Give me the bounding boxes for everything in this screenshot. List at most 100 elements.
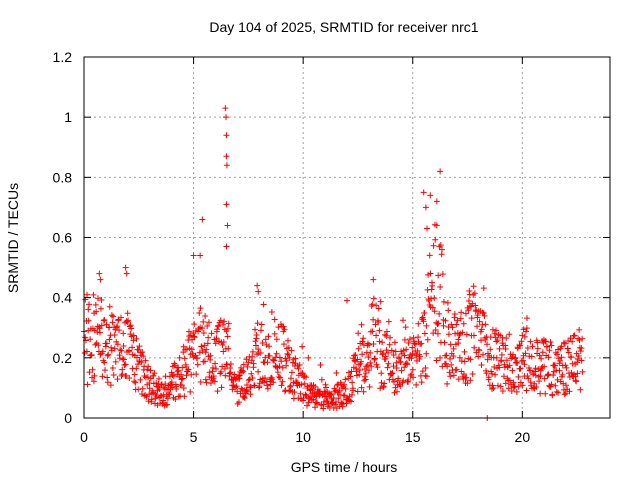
data-point — [367, 349, 374, 356]
data-point — [489, 370, 496, 377]
data-point — [187, 388, 194, 395]
data-point — [246, 376, 253, 383]
data-point — [496, 345, 503, 352]
data-point — [94, 295, 101, 302]
data-point — [484, 356, 491, 363]
data-point — [471, 290, 478, 297]
data-point — [122, 361, 129, 368]
y-axis-label: SRMTID / TECUs — [5, 183, 21, 293]
data-point — [318, 376, 325, 383]
data-point — [266, 343, 273, 350]
data-point — [512, 354, 519, 361]
data-point — [546, 347, 553, 354]
data-point — [197, 305, 204, 312]
data-point — [435, 272, 442, 279]
data-point — [169, 372, 176, 379]
data-point — [481, 312, 488, 319]
data-point — [305, 399, 312, 406]
data-point — [266, 352, 273, 359]
data-point — [342, 376, 349, 383]
data-point — [224, 222, 231, 229]
data-point — [454, 317, 461, 324]
data-point — [352, 351, 359, 358]
data-point — [298, 381, 305, 388]
data-point — [299, 343, 306, 350]
data-point — [224, 361, 231, 368]
data-point — [342, 385, 349, 392]
data-point — [516, 341, 523, 348]
data-point — [244, 363, 251, 370]
data-point — [286, 354, 293, 361]
data-point — [160, 397, 167, 404]
data-point — [121, 362, 128, 369]
data-point — [549, 391, 556, 398]
data-point — [436, 243, 443, 250]
data-point — [245, 359, 252, 366]
data-point — [484, 341, 491, 348]
data-point — [541, 363, 548, 370]
data-point — [361, 377, 368, 384]
data-point — [562, 362, 569, 369]
data-point — [227, 369, 234, 376]
data-point — [139, 385, 146, 392]
data-point — [284, 350, 291, 357]
data-point — [126, 348, 133, 355]
data-point — [573, 378, 580, 385]
data-point — [224, 325, 231, 332]
data-point — [252, 342, 259, 349]
data-point — [423, 225, 430, 232]
data-point — [140, 353, 147, 360]
data-point — [561, 391, 568, 398]
data-point — [567, 335, 574, 342]
data-point — [204, 340, 211, 347]
x-tick-label: 0 — [80, 429, 88, 445]
data-point — [197, 252, 204, 259]
data-point — [366, 383, 373, 390]
data-point — [144, 366, 151, 373]
data-point — [385, 360, 392, 367]
data-point — [179, 375, 186, 382]
data-point — [108, 312, 115, 319]
data-point — [370, 340, 377, 347]
data-point — [232, 384, 239, 391]
data-point — [98, 296, 105, 303]
data-point — [111, 331, 118, 338]
data-point — [522, 350, 529, 357]
data-point — [489, 382, 496, 389]
data-point — [422, 204, 429, 211]
data-point — [374, 364, 381, 371]
data-point — [281, 326, 288, 333]
data-point — [382, 353, 389, 360]
data-point — [87, 336, 94, 343]
data-point — [517, 365, 524, 372]
data-point — [433, 198, 440, 205]
data-point — [467, 377, 474, 384]
data-point — [347, 373, 354, 380]
data-point — [270, 379, 277, 386]
data-point — [408, 371, 415, 378]
data-point — [381, 331, 388, 338]
data-point — [391, 378, 398, 385]
data-point — [278, 382, 285, 389]
data-point — [101, 367, 108, 374]
data-point — [101, 316, 108, 323]
data-point — [240, 368, 247, 375]
data-point — [440, 298, 447, 305]
data-point — [370, 295, 377, 302]
data-point — [104, 374, 111, 381]
data-point — [188, 371, 195, 378]
data-point — [128, 325, 135, 332]
data-point — [247, 384, 254, 391]
data-point — [577, 386, 584, 393]
data-point — [523, 387, 530, 394]
data-point — [199, 216, 206, 223]
data-point — [558, 343, 565, 350]
data-point — [181, 355, 188, 362]
data-point — [164, 395, 171, 402]
data-point — [264, 385, 271, 392]
data-point — [144, 374, 151, 381]
data-point — [188, 346, 195, 353]
data-point — [260, 301, 267, 308]
data-point — [427, 270, 434, 277]
data-point — [422, 365, 429, 372]
